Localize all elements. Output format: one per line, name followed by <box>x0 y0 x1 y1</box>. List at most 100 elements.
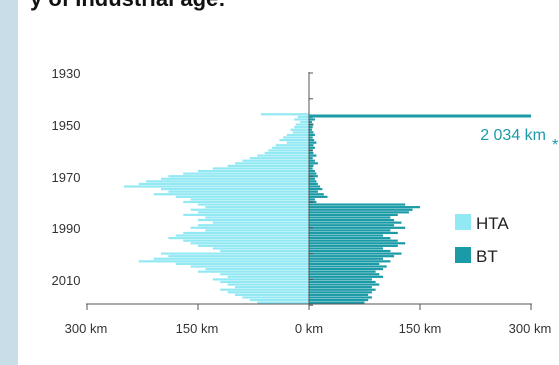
hta-bars <box>124 113 309 304</box>
hta-bar-1969 <box>183 172 309 175</box>
hta-bar-2002 <box>153 257 309 260</box>
hta-bar-2005 <box>190 265 309 268</box>
bt-bar-2013 <box>309 286 372 289</box>
hta-bar-2016 <box>235 293 309 296</box>
hta-bar-1950 <box>295 123 309 126</box>
hta-bar-1980 <box>183 200 309 204</box>
hta-bar-1960 <box>268 149 309 152</box>
hta-bar-1987 <box>198 218 309 222</box>
x-tick-label-0: 0 km <box>295 321 323 336</box>
bt-bar-2005 <box>309 265 387 268</box>
bt-bar-1954 <box>309 133 315 137</box>
hta-bar-1948 <box>294 118 309 121</box>
hta-bar-1994 <box>168 237 309 240</box>
bt-bar-2011 <box>309 280 376 284</box>
bt-bar-2000 <box>309 252 402 255</box>
hta-bar-1956 <box>279 138 309 142</box>
bt-bar-1978 <box>309 195 328 198</box>
y-tick-label-1930: 1930 <box>52 66 81 81</box>
bt-bar-1965 <box>309 162 318 165</box>
hta-bar-2012 <box>227 283 309 286</box>
bt-bar-1975 <box>309 188 323 191</box>
hta-bar-1986 <box>205 216 309 219</box>
bt-bar-2012 <box>309 283 380 286</box>
bt-bar-1957 <box>309 141 317 144</box>
bt-bar-1953 <box>309 131 314 134</box>
bt-bar-1972 <box>309 180 317 183</box>
hta-bar-2010 <box>212 278 309 281</box>
x-tick-label-150-left: 150 km <box>176 321 219 336</box>
bt-bar-2007 <box>309 270 376 273</box>
bt-bar-1970 <box>309 175 318 178</box>
bt-bar-1948 <box>309 118 315 121</box>
hta-bar-1974 <box>124 185 309 188</box>
hta-bar-1971 <box>161 177 309 180</box>
hta-bar-2015 <box>227 291 309 294</box>
bt-bar-1955 <box>309 136 313 139</box>
hta-bar-1975 <box>161 188 309 191</box>
bt-bar-2002 <box>309 257 383 260</box>
bt-bar-2014 <box>309 288 376 291</box>
hta-bar-1964 <box>242 159 309 162</box>
bt-bar-1968 <box>309 169 315 173</box>
hta-bar-1983 <box>190 208 309 211</box>
bt-bar-1984 <box>309 211 409 214</box>
hta-bar-1952 <box>290 128 309 131</box>
hta-bar-2003 <box>138 260 309 263</box>
hta-bar-1947 <box>297 115 309 118</box>
bt-bars <box>309 115 420 304</box>
hta-bar-1985 <box>183 213 309 216</box>
hta-bar-1984 <box>198 211 309 214</box>
bt-bar-1989 <box>309 224 395 227</box>
hta-bar-2018 <box>249 298 309 302</box>
hta-bar-1946 <box>260 113 309 116</box>
bt-bar-1949 <box>309 120 312 124</box>
hta-bar-1977 <box>153 193 309 196</box>
hta-bar-1982 <box>205 206 309 209</box>
hta-bar-1995 <box>183 239 309 242</box>
bt-bar-2009 <box>309 275 383 278</box>
bt-bar-1982 <box>309 206 420 209</box>
hta-bar-1955 <box>283 136 309 139</box>
hta-bar-2004 <box>175 262 309 266</box>
bt-bar-1986 <box>309 216 391 219</box>
outlier-annotation-label: 2 034 km <box>480 127 546 144</box>
bt-bar-1964 <box>309 159 315 162</box>
bt-bar-1952 <box>309 128 312 131</box>
bt-bar-1958 <box>309 144 314 147</box>
hta-bar-1988 <box>212 221 309 224</box>
hta-bar-1992 <box>183 231 309 235</box>
bt-bar-2017 <box>309 296 372 299</box>
bt-bar-1994 <box>309 237 391 240</box>
bt-bar-1966 <box>309 164 314 167</box>
legend-swatch-hta <box>455 214 471 230</box>
hta-bar-1963 <box>249 157 309 160</box>
hta-bar-2001 <box>168 255 309 258</box>
hta-bar-1951 <box>294 126 309 129</box>
bt-bar-1963 <box>309 157 313 160</box>
bt-bar-1976 <box>309 190 318 193</box>
hta-bar-1996 <box>190 242 309 245</box>
hta-bar-2007 <box>198 270 309 273</box>
bt-bar-2015 <box>309 291 372 294</box>
bt-bar-1971 <box>309 177 315 180</box>
side-accent-bar <box>0 0 18 365</box>
bt-bar-1951 <box>309 126 313 129</box>
hta-bar-1998 <box>212 247 309 250</box>
x-tick-label-300-right: 300 km <box>509 321 552 336</box>
bt-bar-1959 <box>309 146 315 149</box>
hta-bar-1973 <box>138 182 309 186</box>
hta-bar-1967 <box>212 167 309 170</box>
hta-bar-1958 <box>275 144 309 147</box>
hta-bar-1976 <box>168 190 309 193</box>
y-tick-label-2010: 2010 <box>52 273 81 288</box>
bt-bar-1956 <box>309 138 315 142</box>
bt-bar-1967 <box>309 167 313 170</box>
bt-bar-1979 <box>309 198 315 201</box>
bt-bar-1991 <box>309 229 391 232</box>
bt-bar-2016 <box>309 293 369 296</box>
bt-bar-1977 <box>309 193 324 196</box>
hta-bar-1970 <box>168 175 309 178</box>
bt-bar-2004 <box>309 262 380 266</box>
